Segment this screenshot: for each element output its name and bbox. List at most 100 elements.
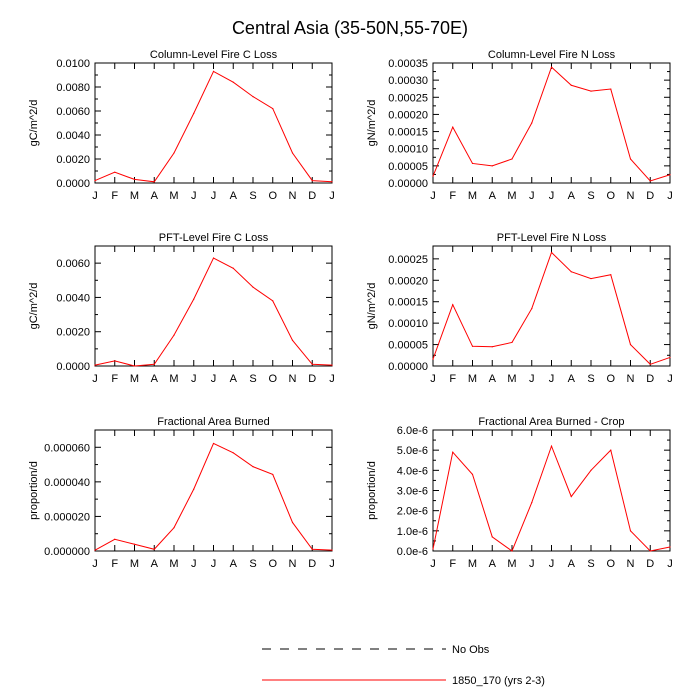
data-point-fractional-area-burned-10 bbox=[291, 521, 294, 524]
x-tick-label-fractional-area-burned-crop-6: J bbox=[549, 558, 555, 570]
data-point-fractional-area-burned-9 bbox=[272, 473, 274, 476]
data-point-column-level-fire-c-loss-6 bbox=[212, 70, 215, 72]
y-tick-label-pft-level-fire-n-loss-3: 0.00015 bbox=[388, 297, 428, 309]
x-tick-label-fractional-area-burned-crop-0: J bbox=[430, 558, 436, 570]
y-tick-label-column-level-fire-c-loss-0: 0.0000 bbox=[56, 178, 90, 190]
data-point-pft-level-fire-n-loss-12 bbox=[669, 356, 671, 359]
data-point-pft-level-fire-c-loss-3 bbox=[153, 363, 155, 365]
y-axis-label-pft-level-fire-n-loss: gN/m^2/d bbox=[366, 283, 378, 330]
x-tick-label-pft-level-fire-c-loss-7: A bbox=[230, 373, 238, 385]
data-point-pft-level-fire-c-loss-4 bbox=[173, 334, 175, 336]
panel-title-column-level-fire-c-loss: Column-Level Fire C Loss bbox=[150, 49, 278, 61]
x-tick-label-pft-level-fire-n-loss-4: M bbox=[507, 373, 516, 385]
data-point-pft-level-fire-c-loss-10 bbox=[291, 339, 294, 341]
data-point-pft-level-fire-c-loss-0 bbox=[94, 364, 96, 366]
x-tick-label-column-level-fire-n-loss-1: F bbox=[449, 190, 456, 202]
data-point-fractional-area-burned-3 bbox=[153, 548, 155, 550]
y-tick-label-fractional-area-burned-crop-5: 5.0e-6 bbox=[397, 445, 428, 457]
y-tick-label-pft-level-fire-c-loss-2: 0.0040 bbox=[56, 292, 90, 304]
x-tick-label-column-level-fire-c-loss-1: F bbox=[111, 190, 118, 202]
x-tick-label-pft-level-fire-n-loss-5: J bbox=[529, 373, 535, 385]
data-point-pft-level-fire-n-loss-4 bbox=[511, 341, 513, 344]
y-tick-label-fractional-area-burned-crop-6: 6.0e-6 bbox=[397, 425, 428, 437]
y-tick-label-column-level-fire-n-loss-7: 0.00035 bbox=[388, 58, 428, 70]
data-point-fractional-area-burned-1 bbox=[114, 538, 116, 540]
data-point-pft-level-fire-c-loss-8 bbox=[252, 286, 254, 288]
data-point-column-level-fire-n-loss-8 bbox=[590, 90, 592, 92]
y-tick-label-pft-level-fire-n-loss-4: 0.00020 bbox=[388, 275, 428, 287]
x-tick-label-column-level-fire-n-loss-3: A bbox=[489, 190, 497, 202]
data-point-fractional-area-burned-crop-7 bbox=[570, 495, 572, 498]
y-tick-label-column-level-fire-c-loss-3: 0.0060 bbox=[56, 106, 90, 118]
x-tick-label-pft-level-fire-c-loss-5: J bbox=[191, 373, 197, 385]
y-tick-label-fractional-area-burned-1: 0.000020 bbox=[44, 511, 90, 523]
data-point-fractional-area-burned-crop-9 bbox=[610, 449, 612, 451]
x-tick-label-column-level-fire-n-loss-11: D bbox=[646, 190, 654, 202]
x-tick-label-fractional-area-burned-crop-3: A bbox=[489, 558, 497, 570]
panel-pft-level-fire-n-loss: PFT-Level Fire N Loss 0.00000 0.00005 0.000… bbox=[366, 232, 673, 385]
y-tick-label-column-level-fire-c-loss-5: 0.0100 bbox=[56, 58, 90, 70]
x-tick-label-fractional-area-burned-1: F bbox=[111, 558, 118, 570]
panel-title-pft-level-fire-c-loss: PFT-Level Fire C Loss bbox=[159, 232, 269, 244]
x-tick-label-column-level-fire-c-loss-9: O bbox=[268, 190, 277, 202]
x-tick-label-fractional-area-burned-10: N bbox=[289, 558, 297, 570]
y-tick-label-fractional-area-burned-crop-0: 0.0e-6 bbox=[397, 546, 428, 558]
data-point-fractional-area-burned-0 bbox=[94, 549, 96, 551]
x-tick-label-fractional-area-burned-5: J bbox=[191, 558, 197, 570]
panel-fractional-area-burned: Fractional Area Burned 0.000000 0.000020 0.… bbox=[28, 416, 335, 570]
data-point-fractional-area-burned-6 bbox=[212, 442, 215, 445]
data-point-column-level-fire-n-loss-10 bbox=[629, 158, 632, 160]
x-tick-label-column-level-fire-c-loss-2: M bbox=[130, 190, 139, 202]
data-point-pft-level-fire-c-loss-7 bbox=[232, 267, 234, 269]
x-tick-label-fractional-area-burned-4: M bbox=[169, 558, 178, 570]
panel-title-pft-level-fire-n-loss: PFT-Level Fire N Loss bbox=[497, 232, 607, 244]
data-point-column-level-fire-c-loss-4 bbox=[173, 152, 175, 154]
x-tick-label-pft-level-fire-c-loss-3: A bbox=[151, 373, 159, 385]
x-tick-label-column-level-fire-c-loss-12: J bbox=[329, 190, 335, 202]
figure-title: Central Asia (35-50N,55-70E) bbox=[232, 18, 468, 38]
x-tick-label-column-level-fire-c-loss-6: J bbox=[211, 190, 217, 202]
data-point-column-level-fire-c-loss-3 bbox=[153, 181, 155, 183]
data-point-fractional-area-burned-crop-10 bbox=[629, 530, 632, 532]
data-point-pft-level-fire-n-loss-2 bbox=[471, 345, 474, 347]
y-tick-label-fractional-area-burned-crop-4: 4.0e-6 bbox=[397, 465, 428, 477]
data-point-column-level-fire-n-loss-7 bbox=[570, 84, 572, 86]
x-tick-label-fractional-area-burned-3: A bbox=[151, 558, 159, 570]
data-point-fractional-area-burned-crop-8 bbox=[590, 469, 592, 471]
y-tick-label-column-level-fire-c-loss-1: 0.0020 bbox=[56, 154, 90, 166]
data-point-column-level-fire-n-loss-12 bbox=[669, 174, 671, 176]
data-point-column-level-fire-c-loss-2 bbox=[133, 178, 136, 180]
x-tick-label-fractional-area-burned-11: D bbox=[308, 558, 316, 570]
data-point-pft-level-fire-c-loss-5 bbox=[193, 298, 195, 300]
y-tick-label-fractional-area-burned-crop-2: 2.0e-6 bbox=[397, 506, 428, 518]
y-tick-label-fractional-area-burned-0: 0.000000 bbox=[44, 546, 90, 558]
x-tick-label-column-level-fire-n-loss-8: S bbox=[587, 190, 594, 202]
x-tick-label-pft-level-fire-n-loss-0: J bbox=[430, 373, 436, 385]
x-tick-label-pft-level-fire-c-loss-0: J bbox=[92, 373, 98, 385]
y-tick-label-fractional-area-burned-crop-3: 3.0e-6 bbox=[397, 486, 428, 498]
data-point-fractional-area-burned-crop-6 bbox=[550, 445, 553, 447]
data-point-fractional-area-burned-7 bbox=[232, 452, 234, 454]
y-tick-label-fractional-area-burned-2: 0.000040 bbox=[44, 477, 90, 489]
x-tick-label-fractional-area-burned-7: A bbox=[230, 558, 238, 570]
panel-fractional-area-burned-crop: Fractional Area Burned - Crop 0.0e-6 1.0e-… bbox=[366, 416, 673, 570]
data-point-column-level-fire-c-loss-1 bbox=[114, 171, 116, 173]
y-axis-label-column-level-fire-c-loss: gC/m^2/d bbox=[28, 100, 40, 147]
data-point-pft-level-fire-n-loss-10 bbox=[629, 343, 632, 346]
data-point-fractional-area-burned-2 bbox=[133, 543, 136, 545]
x-tick-label-pft-level-fire-n-loss-6: J bbox=[549, 373, 555, 385]
data-point-column-level-fire-c-loss-7 bbox=[232, 81, 234, 83]
x-tick-label-pft-level-fire-n-loss-8: S bbox=[587, 373, 594, 385]
y-tick-label-column-level-fire-c-loss-4: 0.0080 bbox=[56, 82, 90, 94]
data-point-column-level-fire-c-loss-0 bbox=[94, 180, 96, 182]
x-tick-label-pft-level-fire-n-loss-2: M bbox=[468, 373, 477, 385]
x-tick-label-pft-level-fire-n-loss-1: F bbox=[449, 373, 456, 385]
x-tick-label-pft-level-fire-c-loss-10: N bbox=[289, 373, 297, 385]
data-point-column-level-fire-n-loss-3 bbox=[491, 165, 493, 167]
plot-frame-column-level-fire-c-loss bbox=[94, 62, 333, 184]
data-point-pft-level-fire-c-loss-9 bbox=[272, 300, 274, 302]
y-tick-label-column-level-fire-n-loss-4: 0.00020 bbox=[388, 109, 428, 121]
panel-column-level-fire-n-loss: Column-Level Fire N Loss 0.00000 0.00005 0.… bbox=[366, 49, 673, 202]
data-point-column-level-fire-n-loss-5 bbox=[531, 122, 533, 124]
